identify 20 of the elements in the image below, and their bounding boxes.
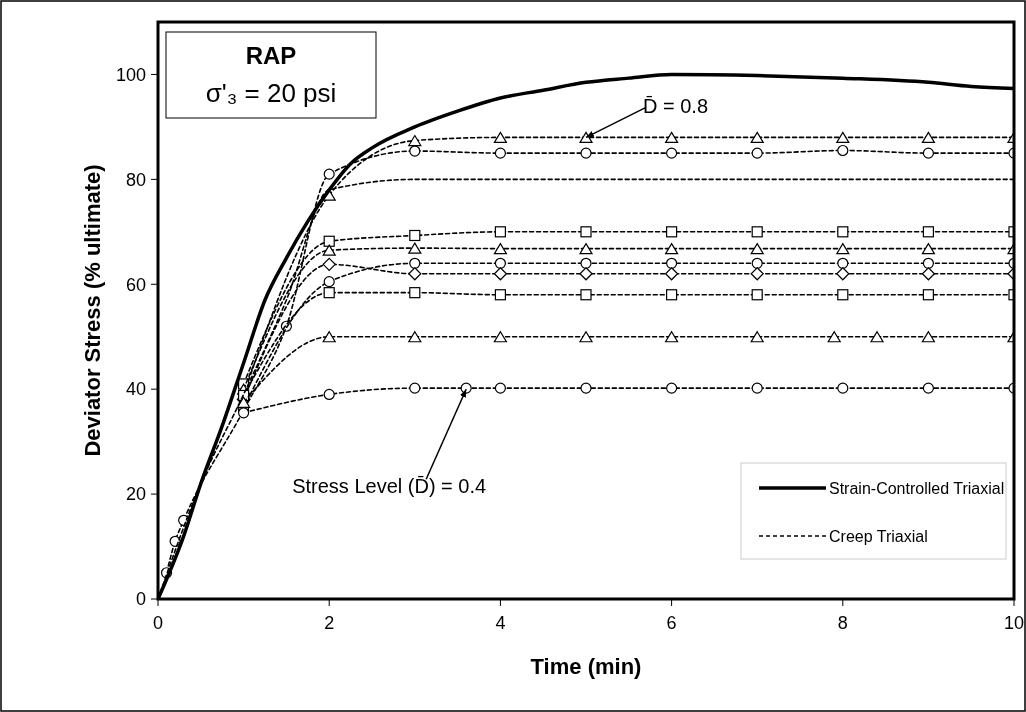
annotation: σ'₃ = 20 psi: [205, 78, 337, 108]
x-tick-label: 0: [152, 613, 164, 633]
x-axis-title: Time (min): [530, 654, 642, 679]
x-tick-label: 2: [324, 613, 335, 633]
y-tick-label: 40: [125, 379, 146, 400]
y-tick-label: 20: [125, 484, 146, 505]
x-tick-label: 8: [837, 613, 848, 633]
x-tick-label: 6: [666, 613, 677, 633]
x-tick-label: 10: [1003, 613, 1025, 633]
y-tick-label: 0: [135, 589, 146, 610]
annotation: RAP: [245, 42, 297, 69]
y-tick-label: 60: [125, 274, 146, 295]
y-tick-label: 100: [115, 64, 146, 85]
legend-label: Strain-Controlled Triaxial: [829, 479, 1005, 497]
annotation: D̄ = 0.8: [643, 95, 709, 118]
annotation: Stress Level (D̄) = 0.4: [292, 475, 487, 498]
y-tick-label: 80: [125, 169, 146, 190]
y-axis-title: Deviator Stress (% ultimate): [80, 164, 105, 457]
x-tick-label: 4: [495, 613, 506, 633]
legend-label: Creep Triaxial: [829, 527, 928, 545]
